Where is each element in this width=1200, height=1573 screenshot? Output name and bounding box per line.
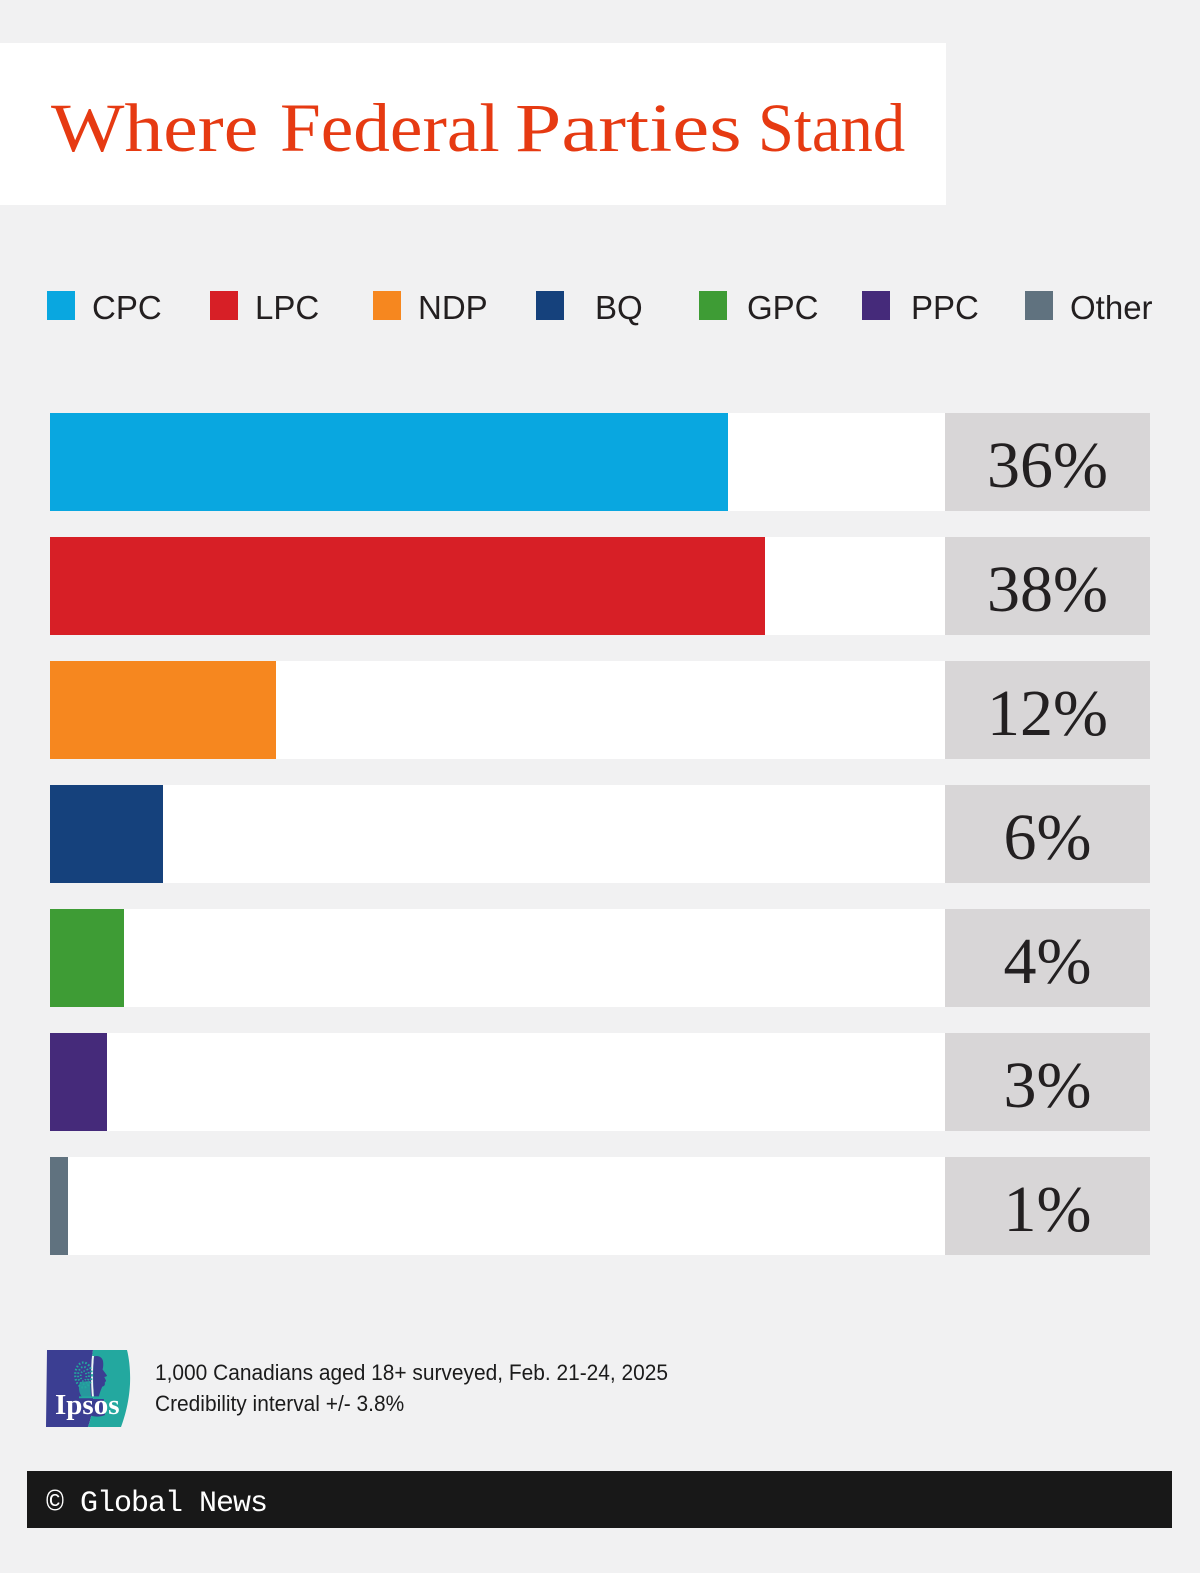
- svg-text:Ipsos: Ipsos: [55, 1389, 120, 1421]
